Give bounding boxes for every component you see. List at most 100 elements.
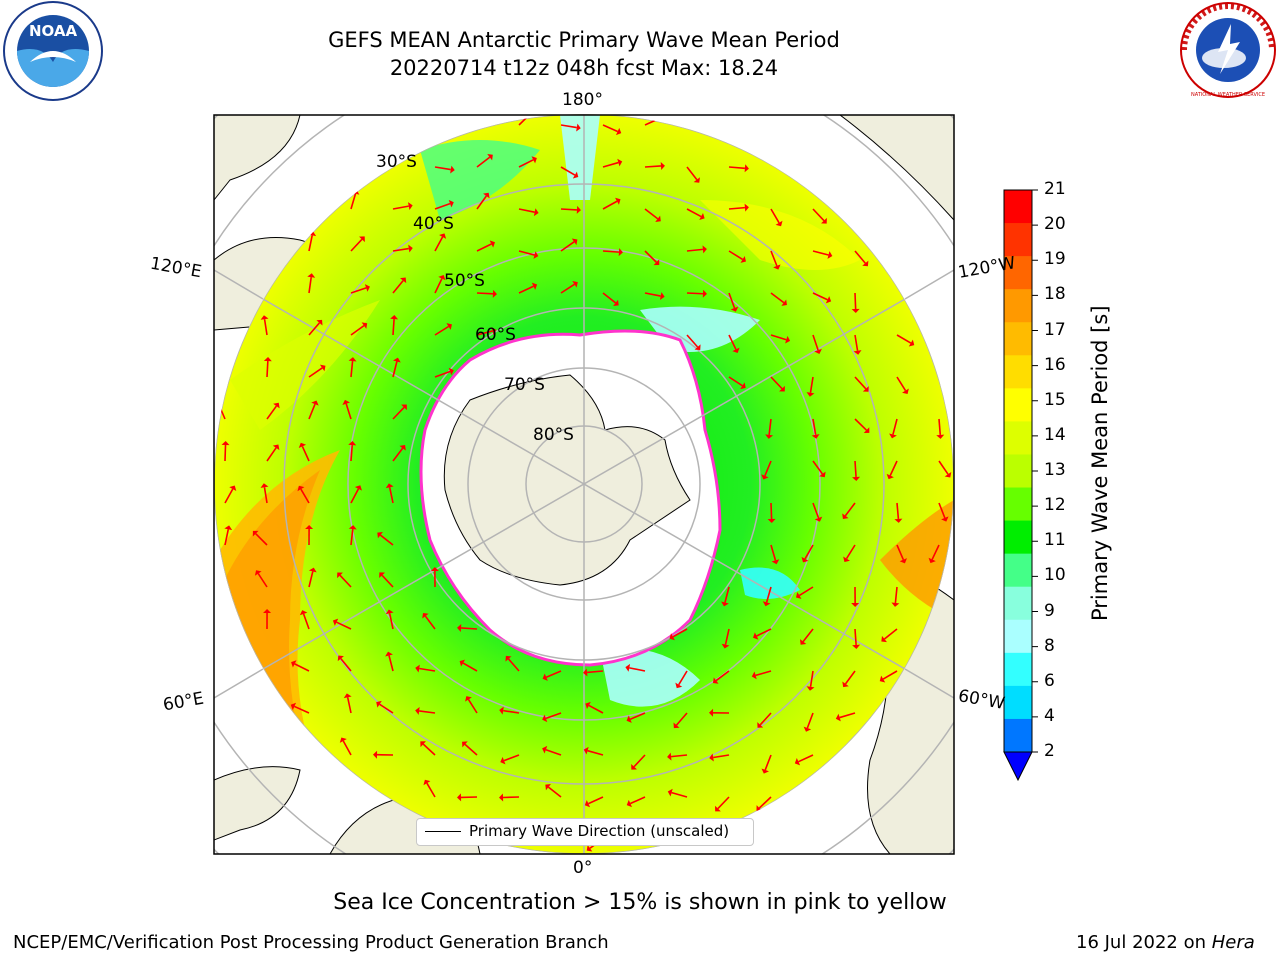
wave-arrow-head [851, 602, 860, 607]
wave-arrow [728, 250, 744, 261]
wave-arrow-head [390, 315, 399, 320]
wave-arrow [388, 655, 394, 672]
wave-arrow-head [272, 444, 280, 451]
colorbar-segment [1004, 289, 1032, 323]
wave-arrow-head [675, 682, 683, 689]
wave-arrow-head [545, 783, 551, 791]
wave-arrow [350, 360, 354, 378]
wave-arrow [518, 250, 535, 256]
wave-arrow [560, 283, 575, 294]
wave-arrow-head [862, 386, 869, 392]
wave-direction-arrows [215, 114, 952, 852]
wave-arrow [263, 319, 268, 336]
wave-arrow [560, 124, 577, 129]
wave-arrow [854, 376, 867, 390]
wave-arrow [770, 544, 777, 561]
wave-arrow-head [385, 483, 394, 489]
wave-arrow [844, 502, 856, 517]
wave-arrow-head [585, 701, 591, 709]
wave-arrow [308, 571, 314, 588]
wave-arrow [728, 376, 743, 387]
chart-title: GEFS MEAN Antarctic Primary Wave Mean Pe… [328, 28, 840, 52]
wave-arrow [350, 324, 365, 336]
wave-arrow [518, 159, 534, 168]
wave-arrow-head [625, 663, 631, 672]
wave-arrow-head [500, 756, 506, 765]
wave-arrow [476, 156, 491, 168]
wave-arrow-head [252, 530, 259, 537]
wave-arrow-head [491, 327, 497, 335]
wave-arrow [931, 544, 940, 560]
wave-arrow-head [899, 558, 907, 564]
wave-arrow [798, 586, 814, 597]
wave-arrow [547, 786, 562, 798]
wave-arrow [560, 166, 576, 176]
footer-host: Hera [1211, 932, 1255, 953]
wave-arrow-head [339, 737, 347, 743]
wave-arrow-head [863, 427, 870, 434]
wave-arrow [518, 208, 535, 213]
noaa-logo-text: NOAA [29, 22, 78, 40]
wave-arrow [759, 712, 772, 726]
wave-arrow-head [631, 763, 638, 770]
wave-arrow-head [744, 203, 749, 212]
wave-arrow [678, 670, 688, 686]
wave-arrow [301, 446, 310, 462]
chart-subtitle: 20220714 t12z 048h fcst Max: 18.24 [389, 56, 779, 80]
wave-arrow-head [795, 592, 802, 599]
wave-arrow [350, 488, 360, 504]
wave-arrow-head [626, 799, 633, 808]
wave-arrow [806, 712, 814, 729]
wave-arrow [724, 586, 730, 603]
wave-arrow [602, 292, 617, 304]
colorbar-tick-label: 11 [1044, 530, 1066, 551]
wave-arrow-head [928, 557, 936, 564]
wave-arrow-head [767, 518, 776, 523]
wave-arrow-head [827, 251, 833, 259]
wave-arrow-head [337, 572, 343, 579]
wave-arrow-head [311, 400, 319, 406]
wave-arrow-head [740, 382, 746, 390]
legend-text: Primary Wave Direction (unscaled) [469, 822, 730, 840]
wave-arrow [294, 663, 310, 672]
wave-arrow [644, 292, 661, 297]
wave-arrow [854, 418, 868, 431]
wave-arrow-head [415, 664, 420, 673]
wave-arrow-head [615, 197, 621, 205]
wave-arrow-head [221, 441, 230, 446]
wave-arrow-head [821, 217, 827, 224]
wave-arrow-head [712, 677, 719, 684]
wave-arrow-head [944, 471, 952, 478]
wave-arrow [756, 628, 772, 637]
wave-arrow-head [584, 799, 591, 808]
colorbar-segment [1004, 586, 1032, 621]
wave-arrow-head [385, 609, 394, 615]
wave-arrow [476, 292, 494, 295]
wave-arrow [755, 670, 772, 677]
wave-arrow-head [342, 399, 351, 405]
wave-arrow [476, 195, 487, 210]
wave-arrow [644, 208, 659, 220]
wave-arrow-head [572, 171, 579, 179]
wave-arrow-head [667, 788, 673, 797]
wave-arrow [308, 322, 321, 336]
wave-arrow [770, 208, 780, 224]
wave-arrow-head [376, 700, 382, 708]
colorbar-tick-label: 16 [1044, 354, 1066, 375]
colorbar-segment [1004, 487, 1032, 522]
colorbar-tick-label: 19 [1044, 249, 1066, 270]
lon-label-180: 180° [562, 90, 603, 110]
wave-arrow-head [465, 696, 472, 702]
colorbar-tick-label: 17 [1044, 319, 1066, 340]
lon-label-0: 0° [573, 858, 593, 878]
wave-arrow [686, 292, 704, 295]
wave-arrow-head [814, 348, 822, 354]
colorbar-segment [1004, 388, 1032, 422]
colorbar [1003, 189, 1038, 782]
sea-ice-note: Sea Ice Concentration > 15% is shown in … [333, 890, 947, 915]
wave-arrow-head [655, 215, 661, 222]
noaa-logo: NOAA [3, 1, 103, 101]
colorbar-tick-label: 20 [1044, 214, 1066, 235]
wave-arrow [392, 406, 405, 420]
wave-arrow [339, 574, 352, 588]
